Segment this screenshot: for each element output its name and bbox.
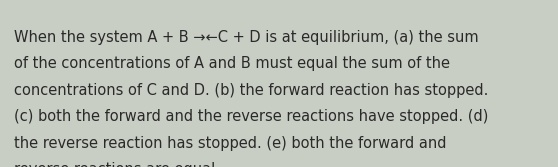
Text: concentrations of C and D. (b) the forward reaction has stopped.: concentrations of C and D. (b) the forwa… [14,83,488,98]
Text: the reverse reaction has stopped. (e) both the forward and: the reverse reaction has stopped. (e) bo… [14,136,446,151]
Text: reverse reactions are equal.: reverse reactions are equal. [14,162,220,167]
Text: (c) both the forward and the reverse reactions have stopped. (d): (c) both the forward and the reverse rea… [14,109,488,124]
Text: When the system A + B →←C + D is at equilibrium, (a) the sum: When the system A + B →←C + D is at equi… [14,30,479,45]
Text: of the concentrations of A and B must equal the sum of the: of the concentrations of A and B must eq… [14,56,450,71]
